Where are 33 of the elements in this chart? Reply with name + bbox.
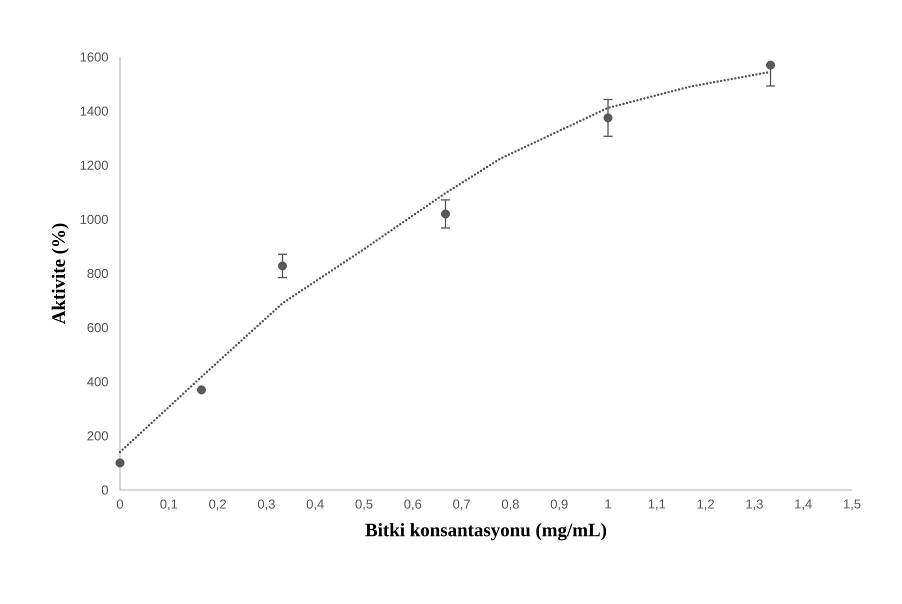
point [441, 209, 450, 218]
x-tick-label: 1,2 [698, 500, 714, 510]
y-tick-label: 600 [88, 323, 108, 332]
x-tick-label: 0,5 [356, 500, 372, 510]
point [278, 261, 287, 270]
x-tick-label: 0 [116, 500, 124, 509]
x-tick-label: 1,3 [746, 500, 763, 510]
x-tick-label: 1,1 [648, 500, 666, 510]
y-tick-label: 0 [102, 485, 108, 495]
point [604, 113, 612, 122]
x-tick-label: 0,9 [550, 500, 568, 510]
y-tick-label: 1600 [80, 52, 108, 62]
y-tick-label: 800 [87, 268, 108, 278]
point [766, 60, 775, 70]
y-tick-label: 1000 [80, 214, 108, 224]
x-tick-label: 0,4 [306, 500, 324, 510]
y-tick-label: 1200 [80, 160, 108, 170]
y-tick-label: 400 [87, 377, 108, 386]
x-tick-label: 0,3 [258, 500, 275, 510]
x-tick-label: 0,2 [209, 500, 226, 510]
x-tick-label: 0,7 [453, 500, 470, 510]
point [197, 385, 206, 394]
x-tick-label: 0,6 [404, 500, 422, 510]
y-axis-title: Aktivite (%) [52, 224, 69, 324]
y-tick-label: 200 [88, 431, 108, 440]
x-tick-label: 0,8 [502, 500, 519, 510]
x-tick-label: 0,1 [160, 500, 178, 510]
x-tick-label: 1 [605, 500, 611, 508]
x-tick-label: 1,4 [795, 500, 812, 510]
x-tick-label: 1,5 [844, 500, 860, 510]
point [116, 458, 124, 468]
y-tick-label: 1400 [80, 106, 108, 116]
x-axis-title: Bitki konsantasyonu (mg/mL) [365, 523, 606, 540]
